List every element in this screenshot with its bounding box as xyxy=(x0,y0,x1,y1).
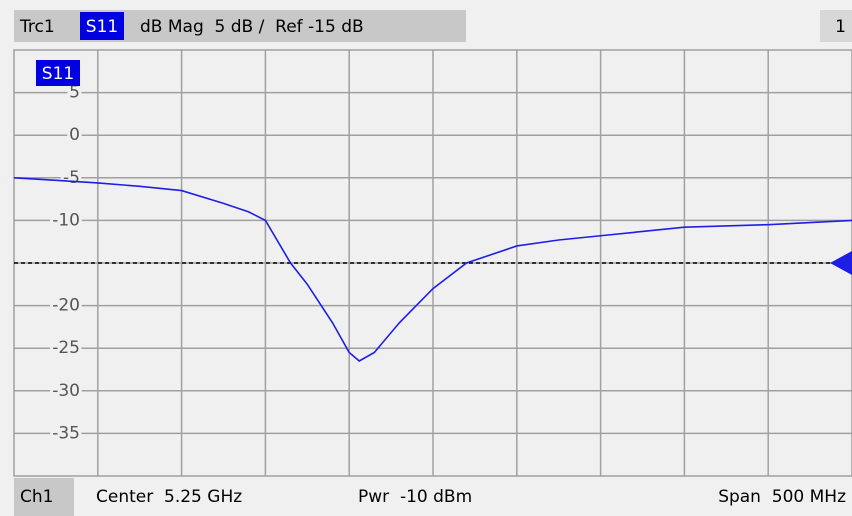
y-tick-label: -5 xyxy=(63,168,80,188)
span: Span 500 MHz xyxy=(718,487,846,507)
reference-marker xyxy=(830,251,852,275)
channel-tab xyxy=(820,10,852,42)
param-highlight xyxy=(80,12,124,40)
y-tick-label: -25 xyxy=(52,338,80,358)
y-tick-label: -20 xyxy=(52,296,80,316)
y-tick-label: -10 xyxy=(52,210,80,230)
trace-label-bg xyxy=(36,60,80,86)
trace-format: dB Mag 5 dB / Ref -15 dB xyxy=(140,17,364,37)
trace-name: Trc1 xyxy=(19,17,55,37)
trace-param: S11 xyxy=(86,17,118,37)
y-tick-label: 0 xyxy=(69,125,80,145)
channel-number: 1 xyxy=(835,17,846,37)
y-tick-label: 5 xyxy=(69,83,80,103)
trace-label: S11 xyxy=(42,64,74,84)
channel-label: Ch1 xyxy=(20,487,53,507)
center-frequency: Center 5.25 GHz xyxy=(96,487,242,507)
power: Pwr -10 dBm xyxy=(358,487,472,507)
y-tick-label: -30 xyxy=(52,381,80,401)
channel-box xyxy=(14,478,74,516)
y-tick-label: -35 xyxy=(52,423,80,443)
trace-line xyxy=(13,177,852,362)
